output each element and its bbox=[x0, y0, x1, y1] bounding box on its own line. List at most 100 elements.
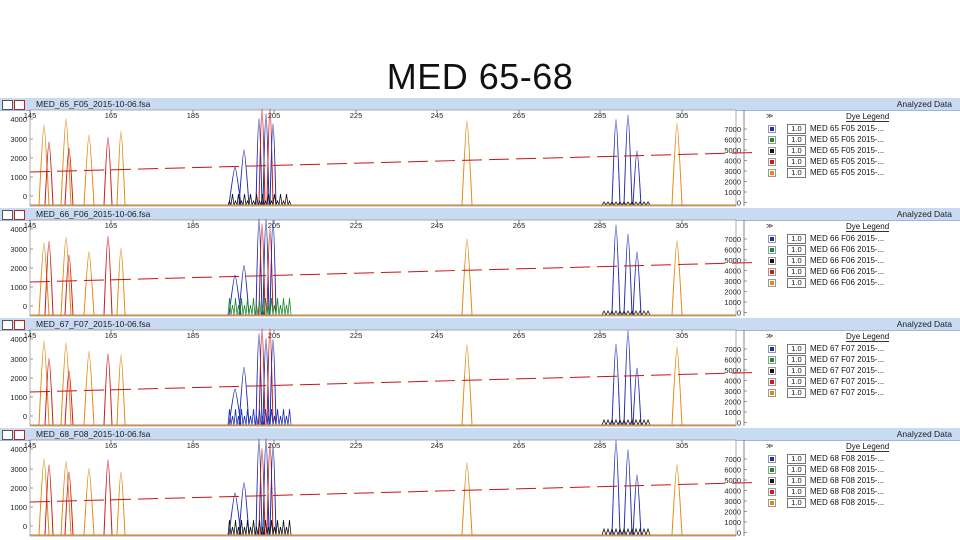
trace-noise bbox=[233, 408, 238, 426]
status-label: Analyzed Data bbox=[896, 319, 952, 329]
dye-checkbox[interactable] bbox=[768, 378, 776, 386]
dye-checkbox[interactable] bbox=[768, 367, 776, 375]
trace-peak bbox=[461, 344, 473, 426]
sizing-curve-segment bbox=[56, 280, 78, 282]
dye-scale-field[interactable]: 1.0 bbox=[787, 476, 806, 486]
dye-scale-field[interactable]: 1.0 bbox=[787, 377, 806, 387]
sizing-curve-segment bbox=[407, 380, 429, 383]
dye-scale-field[interactable]: 1.0 bbox=[787, 487, 806, 497]
dye-scale-field[interactable]: 1.0 bbox=[787, 366, 806, 376]
dye-scale-field[interactable]: 1.0 bbox=[787, 245, 806, 255]
dye-scale-field[interactable]: 1.0 bbox=[787, 355, 806, 365]
collapse-arrows-icon[interactable]: ≫ bbox=[766, 443, 774, 450]
y-axis-label: 3000 bbox=[10, 355, 27, 364]
dye-checkbox[interactable] bbox=[768, 246, 776, 254]
trace-noise bbox=[287, 408, 292, 426]
dye-checkbox[interactable] bbox=[768, 488, 776, 496]
right-axis-label: 4000 bbox=[724, 267, 741, 276]
dye-checkbox[interactable] bbox=[768, 158, 776, 166]
dye-legend-header: ≫ Dye Legend bbox=[764, 442, 954, 452]
dye-scale-field[interactable]: 1.0 bbox=[787, 278, 806, 288]
sizing-curve-segment bbox=[569, 486, 591, 488]
dye-scale-field[interactable]: 1.0 bbox=[787, 168, 806, 178]
sizing-curve-segment bbox=[434, 490, 456, 492]
dye-legend-row: 1.0 MED 68 F08 2015-... bbox=[764, 475, 954, 486]
trace-peak bbox=[623, 114, 633, 206]
dye-scale-field[interactable]: 1.0 bbox=[787, 157, 806, 167]
sizing-curve-segment bbox=[137, 168, 159, 170]
dye-scale-field[interactable]: 1.0 bbox=[787, 344, 806, 354]
x-tick-label: 205 bbox=[268, 221, 281, 230]
dye-scale-field[interactable]: 1.0 bbox=[787, 135, 806, 145]
dye-checkbox[interactable] bbox=[768, 235, 776, 243]
collapse-arrows-icon[interactable]: ≫ bbox=[766, 113, 774, 120]
x-tick-label: 265 bbox=[513, 111, 526, 120]
dye-legend-row: 1.0 MED 67 F07 2015-... bbox=[764, 354, 954, 365]
dye-checkbox[interactable] bbox=[768, 125, 776, 133]
dye-checkbox[interactable] bbox=[768, 257, 776, 265]
dye-scale-field[interactable]: 1.0 bbox=[787, 498, 806, 508]
window-restore-icon[interactable] bbox=[2, 210, 13, 220]
dye-checkbox[interactable] bbox=[768, 477, 776, 485]
dye-checkbox[interactable] bbox=[768, 169, 776, 177]
close-icon[interactable] bbox=[14, 210, 25, 220]
sizing-curve-segment bbox=[434, 270, 456, 272]
sizing-curve-segment bbox=[623, 154, 645, 157]
dye-checkbox[interactable] bbox=[768, 268, 776, 276]
dye-scale-field[interactable]: 1.0 bbox=[787, 124, 806, 134]
dye-scale-field[interactable]: 1.0 bbox=[787, 146, 806, 156]
dye-scale-field[interactable]: 1.0 bbox=[787, 234, 806, 244]
dye-checkbox[interactable] bbox=[768, 147, 776, 155]
sizing-curve-segment bbox=[677, 153, 699, 156]
trace-noise bbox=[278, 304, 283, 316]
electropherogram-panel: MED_67_F07_2015-10-06.fsa Analyzed Data 14… bbox=[0, 318, 960, 428]
sizing-curve-segment bbox=[110, 168, 132, 171]
collapse-arrows-icon[interactable]: ≫ bbox=[766, 333, 774, 340]
trace-noise bbox=[633, 527, 639, 536]
dye-scale-field[interactable]: 1.0 bbox=[787, 454, 806, 464]
trace-noise bbox=[260, 415, 265, 426]
window-restore-icon[interactable] bbox=[2, 320, 13, 330]
window-restore-icon[interactable] bbox=[2, 430, 13, 440]
y-axis-label: 2000 bbox=[10, 154, 27, 163]
y-axis-label: 1000 bbox=[10, 393, 27, 402]
close-icon[interactable] bbox=[14, 320, 25, 330]
dye-checkbox[interactable] bbox=[768, 466, 776, 474]
trace-noise bbox=[242, 526, 247, 536]
dye-legend-label: MED 68 F08 2015-... bbox=[810, 487, 885, 496]
y-axis-label: 0 bbox=[23, 192, 27, 201]
trace-noise bbox=[609, 527, 615, 536]
sizing-curve-segment bbox=[596, 485, 618, 488]
dye-checkbox[interactable] bbox=[768, 279, 776, 287]
dye-scale-field[interactable]: 1.0 bbox=[787, 388, 806, 398]
close-icon[interactable] bbox=[14, 430, 25, 440]
dye-checkbox[interactable] bbox=[768, 345, 776, 353]
sizing-curve-segment bbox=[56, 170, 78, 172]
sizing-curve-segment bbox=[29, 390, 51, 393]
trace-noise bbox=[251, 519, 256, 536]
trace-peak bbox=[83, 467, 95, 536]
window-restore-icon[interactable] bbox=[2, 100, 13, 110]
close-icon[interactable] bbox=[14, 100, 25, 110]
sizing-curve-segment bbox=[461, 489, 483, 491]
trace-peak bbox=[44, 141, 54, 206]
dye-checkbox[interactable] bbox=[768, 136, 776, 144]
sizing-curve-segment bbox=[515, 487, 537, 490]
collapse-arrows-icon[interactable]: ≫ bbox=[766, 223, 774, 230]
dye-scale-field[interactable]: 1.0 bbox=[787, 465, 806, 475]
dye-scale-field[interactable]: 1.0 bbox=[787, 256, 806, 266]
dye-checkbox[interactable] bbox=[768, 499, 776, 507]
right-axis-label: 1000 bbox=[724, 298, 741, 307]
dye-checkbox[interactable] bbox=[768, 455, 776, 463]
trace-noise bbox=[254, 193, 259, 206]
dye-scale-field[interactable]: 1.0 bbox=[787, 267, 806, 277]
x-tick-label: 225 bbox=[350, 111, 363, 120]
trace-noise bbox=[254, 304, 259, 316]
sizing-curve-segment bbox=[83, 169, 105, 172]
y-axis-label: 4000 bbox=[10, 335, 27, 344]
trace-noise bbox=[251, 199, 256, 206]
dye-checkbox[interactable] bbox=[768, 389, 776, 397]
trace-noise bbox=[275, 519, 280, 536]
right-axis-label: 5000 bbox=[724, 366, 741, 375]
dye-checkbox[interactable] bbox=[768, 356, 776, 364]
